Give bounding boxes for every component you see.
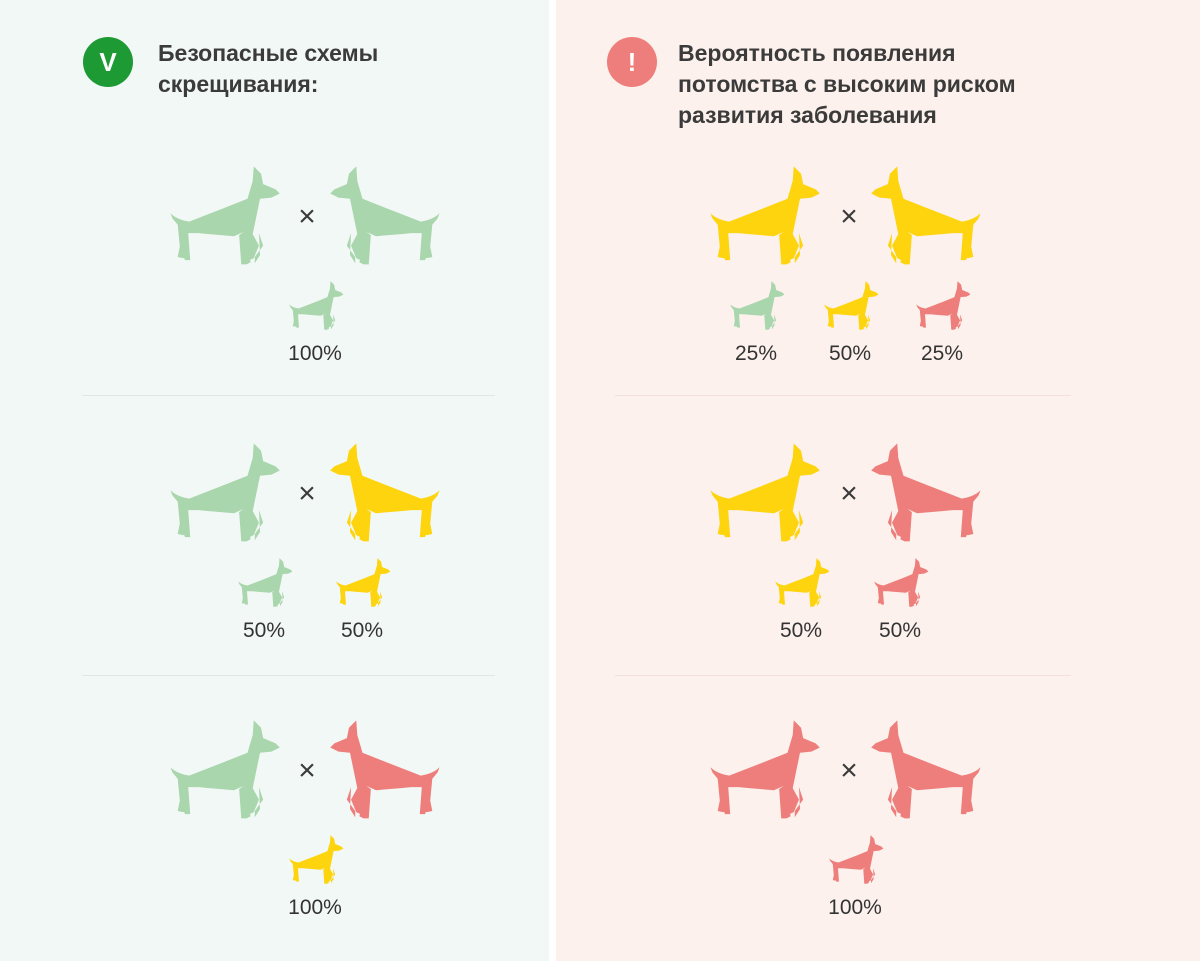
- offspring-percent: 100%: [288, 896, 342, 919]
- cross-sign: ×: [840, 754, 858, 787]
- parent-green-dog-icon: [170, 443, 280, 542]
- offspring-green-dog-icon: [238, 558, 293, 607]
- offspring-percent: 50%: [242, 619, 286, 642]
- title-line: Вероятность появления: [678, 40, 956, 66]
- parent-green-dog-icon: [170, 720, 280, 819]
- risk-crossings-panel: ! Вероятность появления потомства с высо…: [556, 0, 1200, 961]
- row-divider: [615, 395, 1071, 396]
- parent-red-dog-icon: [871, 720, 981, 819]
- parent-red-dog-icon: [330, 720, 440, 819]
- title-line: потомства с высоким риском: [678, 71, 1016, 97]
- title-line: скрещивания:: [158, 71, 319, 97]
- offspring-yellow-dog-icon: [336, 558, 391, 607]
- risk-crossings-title: Вероятность появления потомства с высоки…: [678, 38, 1016, 131]
- offspring-green-dog-icon: [730, 281, 785, 330]
- offspring-red-dog-icon: [916, 281, 971, 330]
- safe-crossings-title: Безопасные схемы скрещивания:: [158, 38, 378, 100]
- title-line: Безопасные схемы: [158, 40, 379, 66]
- parent-red-dog-icon: [710, 720, 820, 819]
- parent-green-dog-icon: [170, 166, 280, 265]
- safe-crossings-panel: V Безопасные схемы скрещивания:: [0, 0, 549, 961]
- offspring-yellow-dog-icon: [289, 835, 344, 884]
- parent-red-dog-icon: [871, 443, 981, 542]
- cross-sign: ×: [840, 200, 858, 233]
- check-badge-icon: V: [83, 37, 133, 87]
- parent-yellow-dog-icon: [330, 443, 440, 542]
- cross-sign: ×: [840, 477, 858, 510]
- cross-sign: ×: [298, 477, 316, 510]
- offspring-percent: 100%: [288, 342, 342, 365]
- offspring-green-dog-icon: [289, 281, 344, 330]
- offspring-percent: 50%: [878, 619, 922, 642]
- offspring-percent: 100%: [828, 896, 882, 919]
- parent-yellow-dog-icon: [871, 166, 981, 265]
- offspring-percent: 50%: [779, 619, 823, 642]
- cross-sign: ×: [298, 754, 316, 787]
- offspring-percent: 25%: [920, 342, 964, 365]
- title-line: развития заболевания: [678, 102, 937, 128]
- parent-yellow-dog-icon: [710, 166, 820, 265]
- alert-badge-icon: !: [607, 37, 657, 87]
- offspring-percent: 50%: [828, 342, 872, 365]
- cross-sign: ×: [298, 200, 316, 233]
- offspring-percent: 25%: [734, 342, 778, 365]
- offspring-yellow-dog-icon: [775, 558, 830, 607]
- offspring-percent: 50%: [340, 619, 384, 642]
- parent-green-dog-icon: [330, 166, 440, 265]
- offspring-red-dog-icon: [874, 558, 929, 607]
- parent-yellow-dog-icon: [710, 443, 820, 542]
- row-divider: [82, 395, 495, 396]
- offspring-red-dog-icon: [829, 835, 884, 884]
- row-divider: [82, 675, 495, 676]
- row-divider: [615, 675, 1071, 676]
- offspring-yellow-dog-icon: [824, 281, 879, 330]
